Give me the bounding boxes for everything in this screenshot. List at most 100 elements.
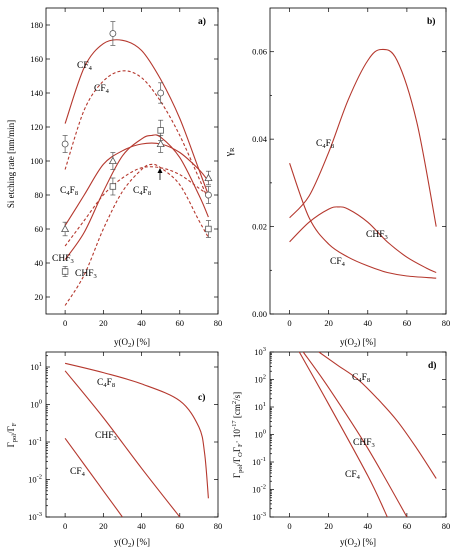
x-tick-label: 40 [364, 521, 373, 531]
y-tick-label: 102 [254, 374, 266, 385]
y-tick-label: 100 [254, 429, 266, 440]
marker-c4f8 [61, 224, 70, 233]
label-c-cf4: CF4 [70, 467, 86, 478]
panel-d-ylabel: Γpol/ΓOΓF· 10-17 [cm2/s] [231, 392, 244, 478]
curve-c4f8 [64, 362, 209, 499]
curve-chf3 [289, 206, 437, 273]
x-tick-label: 80 [214, 318, 223, 328]
marker-c4f8 [108, 156, 117, 165]
panel-a-curves [64, 39, 209, 306]
y-tick-label: 20 [35, 292, 44, 302]
x-tick-label: 0 [287, 318, 291, 328]
panel-c: 0 20 40 60 80 10-3 10-2 10-1 100 101 c) Γpol/ΓF y… [6, 351, 223, 549]
x-tick-label: 80 [214, 521, 223, 531]
y-tick-label: 160 [30, 54, 43, 64]
marker-c4f8 [156, 139, 165, 148]
label-b-cf4: CF4 [330, 257, 346, 268]
label-a-chf3-bottom: CHF3 [75, 269, 97, 280]
label-b-chf3: CHF3 [366, 230, 388, 241]
y-tick-label: 10-1 [28, 436, 42, 447]
panel-a: 0 20 40 60 80 20 40 60 80 100 120 140 160 180 a) Si e… [6, 7, 222, 349]
x-tick-label: 0 [63, 521, 67, 531]
y-tick-label: 0.00 [252, 309, 267, 319]
curve-cf4 [64, 39, 209, 196]
x-tick-label: 40 [137, 521, 146, 531]
panel-d-ticks: 0 20 40 60 80 10-3 10-2 10-1 100 101 102 103 [252, 346, 450, 531]
x-tick-label: 60 [403, 318, 412, 328]
panel-c-letter: c) [198, 392, 205, 403]
curve-c4f8-dashed [64, 166, 209, 247]
panel-b-frame [269, 7, 447, 315]
curve-chf3 [302, 352, 408, 517]
x-tick-label: 80 [442, 521, 451, 531]
curve-cf4 [64, 437, 123, 517]
x-tick-label: 60 [176, 318, 185, 328]
marker-chf3 [61, 268, 69, 275]
panel-a-letter: a) [198, 16, 206, 27]
panel-a-frame [45, 7, 219, 315]
x-tick-label: 20 [99, 521, 108, 531]
y-tick-label: 10-2 [252, 484, 266, 495]
y-tick-label: 0.04 [252, 134, 268, 144]
x-tick-label: 20 [99, 318, 108, 328]
y-tick-label: 80 [35, 190, 44, 200]
x-tick-label: 20 [324, 521, 333, 531]
panel-a-ticks: 0 20 40 60 80 20 40 60 80 100 120 140 160 180 [30, 8, 222, 328]
y-tick-label: 120 [30, 122, 43, 132]
y-tick-label: 101 [30, 361, 42, 372]
marker-cf4 [109, 30, 117, 37]
marker-chf3 [109, 183, 117, 190]
panel-b-ticks: 0 20 40 60 80 0.00 0.02 0.04 0.06 [252, 8, 450, 328]
x-tick-label: 0 [63, 318, 67, 328]
marker-chf3 [157, 127, 164, 134]
panel-a-ylabel: Si etching rate [nm/min] [6, 120, 16, 208]
y-tick-label: 101 [254, 401, 266, 412]
label-d-chf3: CHF3 [353, 438, 375, 449]
y-tick-label: 10-2 [28, 474, 42, 485]
y-tick-label: 10-3 [28, 511, 42, 522]
marker-cf4 [157, 89, 165, 97]
y-tick-label: 60 [35, 224, 44, 234]
curve-chf3-dashed [64, 163, 209, 306]
label-a-c4f8-right: C4F8 [133, 186, 151, 197]
marker-c4f8 [204, 173, 213, 182]
label-a-cf4-solid: CF4 [77, 61, 93, 72]
y-tick-label: 10-3 [252, 511, 266, 522]
x-tick-label: 80 [442, 318, 451, 328]
label-a-c4f8-left: C4F8 [60, 186, 78, 197]
panel-b-ylabel: γR [224, 147, 236, 157]
panel-b: 0 20 40 60 80 0.00 0.02 0.04 0.06 b) γR y(O2) [%… [224, 7, 450, 349]
x-tick-label: 60 [403, 521, 412, 531]
panel-c-frame [45, 351, 219, 518]
label-d-c4f8: C4F8 [352, 373, 370, 384]
y-tick-label: 103 [254, 346, 266, 357]
y-tick-label: 40 [35, 258, 44, 268]
panel-d-curves [298, 352, 437, 517]
panel-b-curves [289, 48, 437, 279]
curve-chf3 [64, 134, 209, 260]
x-tick-label: 0 [287, 521, 291, 531]
marker-cf4 [205, 191, 212, 199]
panel-c-ylabel: Γpol/ΓF [6, 422, 18, 447]
x-tick-label: 40 [137, 318, 146, 328]
label-b-c4f8: C4F8 [316, 139, 334, 150]
curve-chf3 [64, 370, 181, 517]
y-tick-label: 0.06 [252, 47, 267, 57]
marker-cf4 [61, 140, 69, 148]
label-a-arrow [157, 168, 163, 180]
curve-c4f8 [318, 352, 437, 479]
y-tick-label: 180 [30, 20, 43, 30]
panel-c-xlabel: y(O2) [%] [114, 537, 150, 549]
label-c-c4f8: C4F8 [97, 378, 115, 389]
y-tick-label: 0.02 [252, 222, 267, 232]
panel-c-curves [64, 362, 209, 517]
curve-cf4-dashed [64, 70, 209, 201]
x-tick-label: 60 [176, 521, 185, 531]
y-tick-label: 100 [30, 156, 43, 166]
curve-c4f8 [64, 142, 209, 226]
y-tick-label: 140 [30, 88, 43, 98]
x-tick-label: 20 [324, 318, 333, 328]
marker-chf3 [205, 225, 212, 233]
label-a-cf4-dashed: CF4 [94, 84, 110, 95]
